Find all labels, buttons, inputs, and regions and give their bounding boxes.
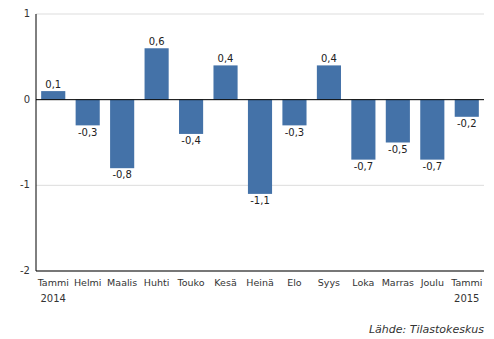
bars [41,48,479,194]
data-label: -0,2 [457,118,477,129]
x-tick-label: Heinä [246,277,273,288]
data-label: -0,7 [354,161,374,172]
x-tick-label: Tammi [450,277,482,288]
data-label: 0,1 [45,79,61,90]
data-label: -0,8 [112,169,132,180]
zero-line [36,99,484,100]
grid [36,14,484,271]
x-tick-label: Huhti [144,277,170,288]
bar [248,100,272,194]
data-label: -0,7 [423,161,443,172]
y-tick-label: -2 [20,265,30,276]
y-axis-line [36,14,37,271]
year-label: 2015 [454,293,479,304]
data-label: 0,4 [218,53,234,64]
x-tick-label: Joulu [420,277,444,288]
x-tick-label: Helmi [74,277,102,288]
x-tick-label: Elo [287,277,302,288]
chart: -2 -1 0 1 0,1 -0,3 -0,8 0,6 -0,4 0,4 -1,1 -0,3 0,4 -0… [0,0,494,339]
x-tick-label: Loka [352,277,374,288]
data-label: 0,6 [149,36,165,47]
x-tick-label: Tammi [37,277,69,288]
y-tick-label: 1 [24,8,30,19]
x-tick-label: Touko [177,277,205,288]
x-tick-label: Syys [318,277,340,288]
grid-line [36,14,484,15]
bar [351,100,375,160]
grid-line [36,271,484,272]
grid-line [36,99,484,100]
bar [455,100,479,117]
y-tick-label: -1 [20,179,30,190]
x-axis-line [36,271,484,272]
data-label: -0,5 [388,144,408,155]
source: Lähde: Tilastokeskus [369,323,484,336]
x-tick-label: Kesä [214,277,236,288]
bar [213,65,237,99]
bar [110,100,134,169]
bar [317,65,341,99]
bar [41,91,65,100]
x-tick-label: Marras [382,277,414,288]
data-label: -1,1 [250,195,270,206]
chart-container: -2 -1 0 1 0,1 -0,3 -0,8 0,6 -0,4 0,4 -1,1 -0,3 0,4 -0… [0,0,494,339]
bar [145,48,169,99]
y-tick-label: 0 [24,94,30,105]
data-label: -0,4 [181,135,201,146]
x-tick-label: Maalis [107,277,137,288]
bar [420,100,444,160]
data-label: 0,4 [321,53,337,64]
bar [386,100,410,143]
year-label: 2014 [41,293,66,304]
bar [282,100,306,126]
bar [179,100,203,134]
data-label: -0,3 [285,127,305,138]
data-label: -0,3 [78,127,98,138]
bar [76,100,100,126]
